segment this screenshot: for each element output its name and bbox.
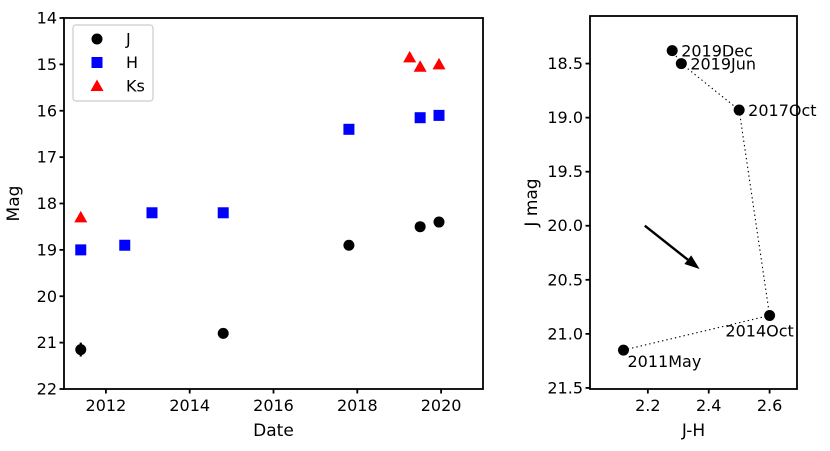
Ks-point — [413, 60, 427, 72]
H-point — [433, 109, 445, 121]
H-point — [343, 123, 355, 135]
epoch-label-2011May: 2011May — [627, 352, 701, 371]
y-axis-label: Mag — [4, 186, 24, 222]
legend-label-J: J — [125, 30, 131, 49]
x-tick-label: 2020 — [421, 396, 462, 415]
y-tick-label: 18 — [37, 194, 57, 213]
epoch-point-2019Dec — [666, 45, 678, 57]
legend: JH Ks — [72, 24, 154, 102]
y-tick-label: 20.5 — [547, 270, 583, 289]
epoch-point-2011May — [617, 344, 629, 356]
direction-arrow-head — [684, 255, 700, 269]
legend-marker-Ks — [90, 79, 104, 91]
epoch-label-2019Dec: 2019Dec — [681, 42, 753, 61]
J-point — [433, 216, 445, 228]
y-tick-label: 20.0 — [547, 216, 583, 235]
J-point — [414, 221, 426, 233]
H-point — [414, 112, 426, 124]
y-tick-label: 22 — [37, 380, 57, 399]
lightcurve-panel: 2012 2014 2016 2018 2020 14 15 16 17 18 19 20 21 22 Da… — [4, 9, 484, 441]
y-axis-label: J mag — [522, 178, 542, 227]
y-tick-label: 21 — [37, 333, 57, 352]
x-tick-label: 2016 — [253, 396, 294, 415]
epoch-point-2017Oct — [733, 104, 745, 116]
y-tick-label: 15 — [37, 55, 57, 74]
y-tick-label: 19.5 — [547, 162, 583, 181]
y-tick-label: 17 — [37, 148, 57, 167]
x-axis-label: J-H — [681, 421, 705, 441]
y-tick-label: 14 — [37, 9, 57, 28]
H-point — [217, 207, 229, 219]
legend-label-H: H — [126, 53, 138, 72]
y-tick-label: 19.0 — [547, 108, 583, 127]
H-point — [146, 207, 158, 219]
epoch-track-line — [623, 50, 771, 351]
J-point — [343, 239, 355, 251]
legend-box — [72, 24, 154, 102]
x-tick-label: 2.2 — [635, 396, 660, 415]
x-tick-label: 2012 — [86, 396, 127, 415]
epoch-label-2017Oct: 2017Oct — [748, 101, 816, 120]
legend-marker-H — [91, 57, 103, 68]
H-point — [75, 244, 87, 256]
direction-arrow-shaft — [644, 224, 689, 261]
epoch-label-2014Oct: 2014Oct — [725, 321, 793, 340]
H-point — [119, 239, 131, 251]
x-tick-label: 2014 — [169, 396, 210, 415]
J-point — [217, 327, 229, 339]
y-tick-label: 21.5 — [547, 378, 583, 397]
J-point — [75, 344, 87, 356]
Ks-point — [432, 57, 446, 70]
y-tick-label: 20 — [37, 287, 57, 306]
x-tick-label: 2018 — [337, 396, 378, 415]
x-tick-label: 2.4 — [696, 396, 721, 415]
epoch-point-2019Jun — [675, 58, 687, 70]
x-tick-label: 2.6 — [757, 396, 782, 415]
legend-label-Ks: Ks — [126, 77, 145, 96]
y-tick-label: 18.5 — [547, 54, 583, 73]
y-tick-label: 19 — [37, 240, 57, 259]
color-magnitude-panel: 2.2 2.4 2.6 18.5 19.0 19.5 20.0 20.5 21.0 21.5 J-H… — [522, 15, 817, 441]
Ks-point — [74, 210, 88, 223]
epoch-point-2014Oct — [764, 309, 776, 321]
epoch-label-2019Jun: 2019Jun — [690, 55, 756, 74]
legend-marker-J — [91, 33, 103, 45]
Ks-point — [403, 50, 417, 63]
color-magnitude-axes-frame — [589, 15, 798, 390]
x-axis-label: Date — [253, 421, 294, 441]
y-tick-label: 21.0 — [547, 324, 583, 343]
y-tick-label: 16 — [37, 101, 57, 120]
